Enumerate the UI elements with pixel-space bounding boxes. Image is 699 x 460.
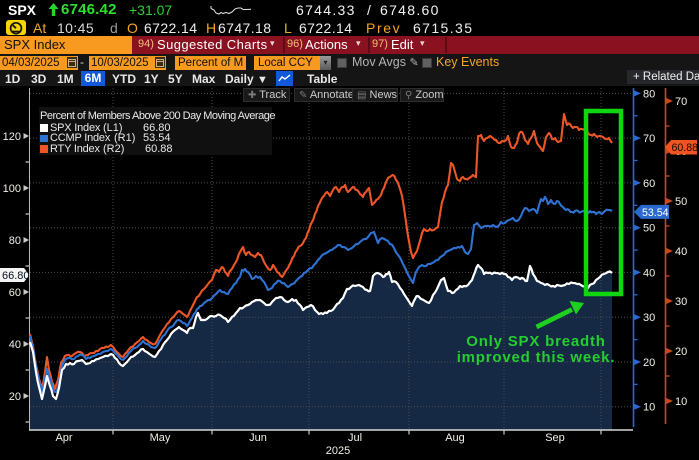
svg-text:60: 60 <box>9 287 21 299</box>
svg-text:Aug: Aug <box>445 432 465 444</box>
svg-text:50: 50 <box>675 196 687 208</box>
svg-text:20: 20 <box>9 391 21 403</box>
svg-text:70: 70 <box>643 133 655 145</box>
svg-text:May: May <box>150 432 171 444</box>
svg-text:60.88: 60.88 <box>672 142 699 154</box>
svg-text:53.54: 53.54 <box>642 207 669 219</box>
svg-text:Jun: Jun <box>249 432 267 444</box>
svg-text:80: 80 <box>643 88 655 100</box>
svg-text:2025: 2025 <box>326 445 350 457</box>
svg-text:Sep: Sep <box>545 432 565 444</box>
svg-text:50: 50 <box>643 223 655 235</box>
svg-text:40: 40 <box>643 267 655 279</box>
svg-text:20: 20 <box>675 346 687 358</box>
svg-text:80: 80 <box>9 235 21 247</box>
svg-text:60: 60 <box>643 178 655 190</box>
svg-text:100: 100 <box>3 183 21 195</box>
svg-text:40: 40 <box>9 339 21 351</box>
svg-text:Jul: Jul <box>348 432 362 444</box>
svg-text:120: 120 <box>3 131 21 143</box>
svg-text:40: 40 <box>675 246 687 258</box>
svg-text:10: 10 <box>643 402 655 414</box>
svg-text:66.80: 66.80 <box>2 270 30 282</box>
svg-text:30: 30 <box>643 312 655 324</box>
svg-text:30: 30 <box>675 296 687 308</box>
svg-text:20: 20 <box>643 357 655 369</box>
svg-text:Apr: Apr <box>55 432 72 444</box>
svg-text:70: 70 <box>675 96 687 108</box>
svg-text:10: 10 <box>675 396 687 408</box>
